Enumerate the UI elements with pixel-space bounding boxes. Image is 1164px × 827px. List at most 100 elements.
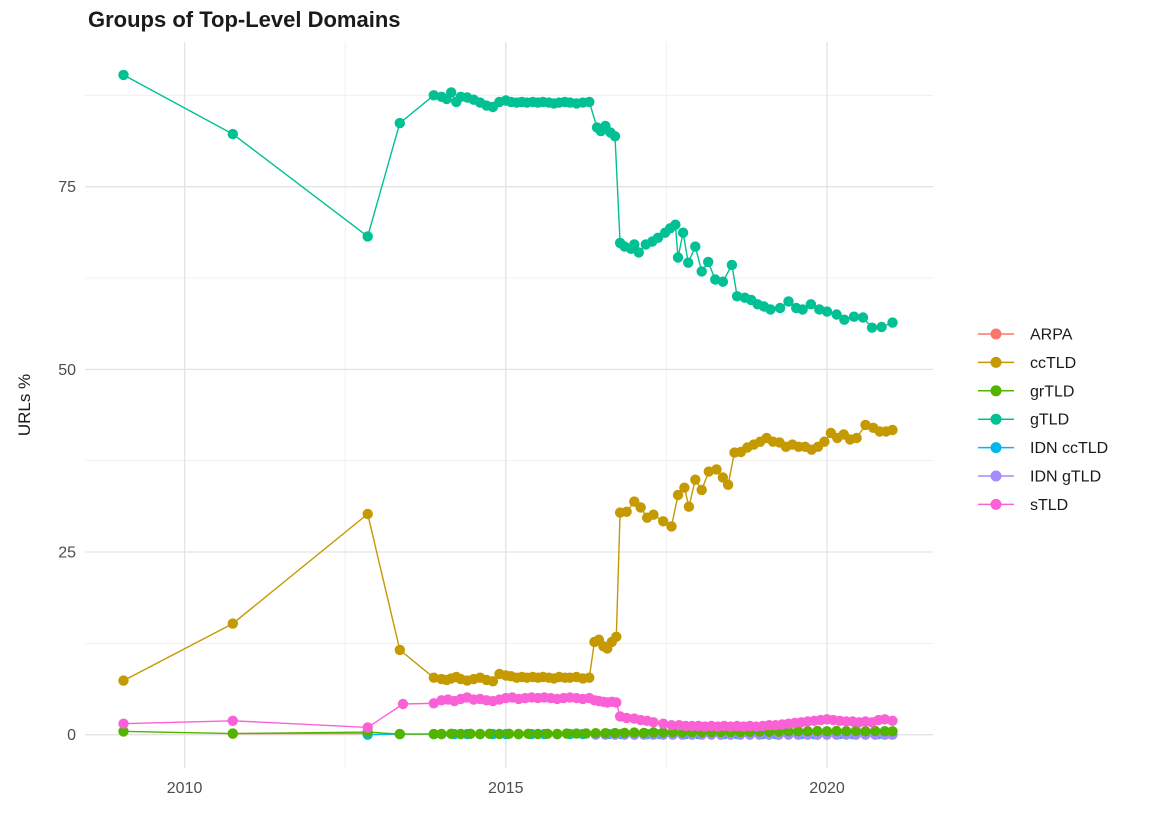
data-point: [696, 484, 707, 496]
data-point: [690, 241, 701, 252]
data-point: [428, 90, 439, 101]
data-point: [609, 727, 621, 739]
legend-item-sTLD: sTLD: [978, 497, 1068, 514]
data-point: [802, 726, 813, 737]
data-point: [857, 312, 869, 323]
data-point: [394, 644, 405, 656]
legend-label: sTLD: [1030, 497, 1068, 514]
data-point: [658, 727, 669, 738]
data-point: [619, 727, 630, 739]
data-point: [851, 432, 862, 444]
series-gTLD: [118, 69, 898, 333]
data-point: [590, 728, 601, 739]
data-point: [227, 618, 238, 629]
data-point: [436, 728, 447, 740]
data-point: [879, 714, 890, 725]
data-point: [362, 508, 373, 520]
data-point: [839, 314, 850, 325]
data-point: [792, 726, 804, 737]
data-point: [428, 672, 439, 683]
legend-label: IDN ccTLD: [1030, 440, 1108, 457]
series-line: [123, 74, 893, 329]
legend-item-grTLD: grTLD: [978, 383, 1074, 400]
data-point: [683, 257, 694, 268]
legend-item-ARPA: ARPA: [978, 327, 1073, 344]
data-point: [584, 96, 595, 108]
data-point: [474, 728, 486, 740]
x-tick-label: 2015: [488, 780, 524, 797]
data-point: [635, 502, 646, 513]
legend-key-point: [990, 442, 1002, 454]
data-point: [571, 728, 582, 739]
data-point: [679, 482, 690, 493]
chart-title: Groups of Top-Level Domains: [88, 7, 401, 32]
data-point: [841, 726, 852, 737]
data-point: [455, 728, 466, 740]
data-point: [677, 227, 689, 238]
data-point: [783, 726, 794, 737]
y-tick-label: 50: [58, 362, 76, 379]
gridlines: [85, 42, 933, 768]
data-point: [621, 712, 632, 724]
data-point: [821, 306, 833, 317]
data-point: [648, 509, 659, 520]
data-point: [876, 321, 887, 333]
data-point: [397, 698, 409, 710]
data-point: [638, 727, 650, 739]
data-point: [394, 728, 405, 740]
legend-key-point: [990, 356, 1002, 368]
legend: ARPA ccTLD grTLD gTLD IDN ccTLD IDN gTLD sTLD: [978, 327, 1108, 514]
data-point: [611, 697, 622, 708]
x-axis-labels: 2010 2015 2020: [167, 780, 845, 797]
y-axis-labels: 0 25 50 75: [58, 179, 76, 744]
data-point: [887, 317, 898, 328]
legend-label: grTLD: [1030, 383, 1074, 400]
legend-item-gTLD: gTLD: [978, 412, 1069, 429]
data-point: [774, 302, 786, 314]
data-point: [584, 672, 595, 683]
data-point: [227, 728, 238, 739]
data-point: [621, 506, 632, 517]
data-point: [484, 728, 495, 739]
legend-key-point: [990, 385, 1002, 397]
data-point: [580, 728, 592, 739]
data-point: [523, 728, 534, 739]
data-point: [831, 309, 842, 320]
data-point: [696, 266, 707, 277]
data-point: [887, 726, 898, 737]
legend-label: ARPA: [1030, 327, 1073, 344]
data-point: [722, 479, 734, 490]
series-layer: [118, 69, 898, 740]
y-tick-label: 25: [58, 545, 76, 562]
data-point: [672, 252, 684, 263]
legend-label: ccTLD: [1030, 355, 1076, 372]
data-point: [362, 231, 373, 242]
data-point: [118, 675, 129, 686]
data-point: [731, 291, 743, 302]
data-point: [797, 304, 808, 315]
legend-item-IDN-ccTLD: IDN ccTLD: [978, 440, 1108, 457]
legend-key-point: [990, 328, 1002, 340]
data-point: [600, 728, 611, 739]
data-point: [860, 726, 871, 737]
y-tick-label: 75: [58, 179, 76, 196]
data-point: [561, 728, 572, 739]
data-point: [118, 718, 129, 729]
data-point: [118, 726, 129, 737]
data-point: [717, 276, 729, 287]
data-point: [666, 720, 677, 731]
data-point: [870, 725, 881, 737]
data-point: [879, 726, 890, 737]
data-point: [670, 219, 681, 230]
data-point: [394, 117, 405, 129]
data-point: [487, 676, 499, 687]
data-point: [542, 728, 553, 739]
data-point: [887, 424, 898, 436]
data-point: [611, 631, 622, 642]
data-point: [629, 239, 640, 250]
data-point: [887, 715, 898, 726]
data-point: [672, 489, 684, 501]
legend-item-ccTLD: ccTLD: [978, 355, 1076, 372]
x-tick-label: 2010: [167, 780, 203, 797]
data-point: [648, 717, 659, 728]
